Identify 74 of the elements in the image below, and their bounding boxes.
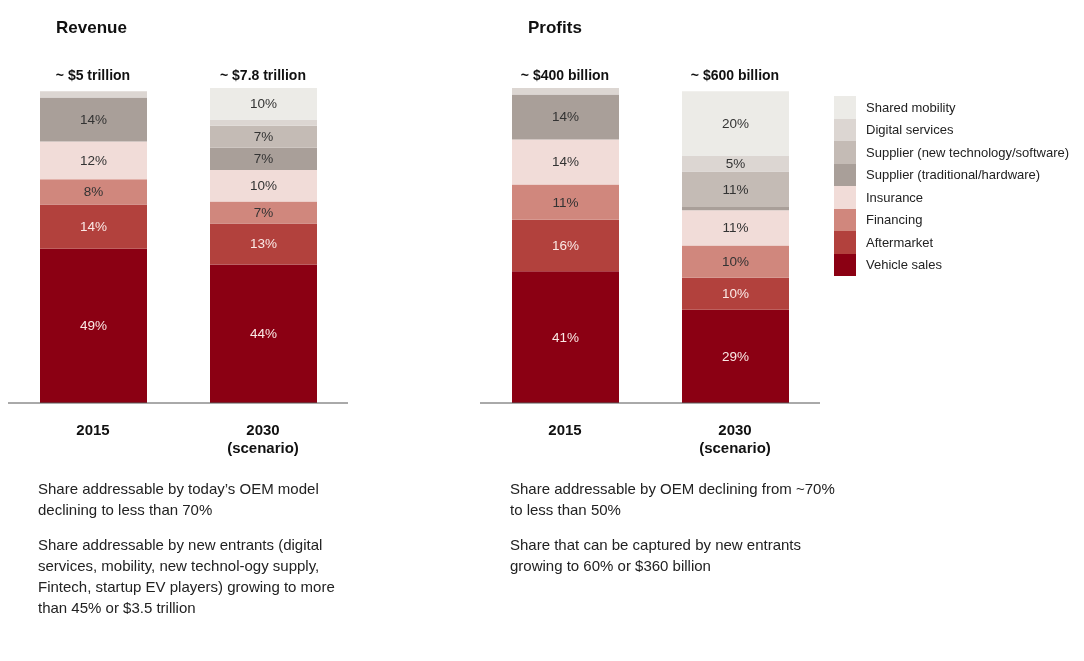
data-label: 7% bbox=[253, 129, 274, 145]
bar bbox=[40, 179, 147, 205]
x-tick-label: 2015 bbox=[76, 421, 110, 438]
legend-label: Digital services bbox=[866, 122, 954, 138]
data-label: 14% bbox=[79, 112, 108, 127]
text: ~ $400 billion bbox=[520, 67, 610, 83]
bar bbox=[40, 97, 147, 142]
bar bbox=[682, 171, 789, 207]
x-tick-label: 2015 bbox=[548, 421, 582, 438]
bar bbox=[210, 125, 317, 148]
bar bbox=[210, 264, 317, 403]
data-label: 41% bbox=[551, 329, 580, 345]
data-label: 7% bbox=[253, 151, 274, 167]
x-tick-label: 2030 (scenario) bbox=[227, 421, 299, 456]
chart-title: Revenue bbox=[55, 17, 128, 39]
data-label: 11% bbox=[552, 194, 579, 210]
data-label: 10% bbox=[249, 178, 278, 194]
bar bbox=[512, 88, 619, 95]
text: ~ $5 trillion bbox=[55, 67, 131, 83]
bar bbox=[40, 141, 147, 180]
data-label: 13% bbox=[249, 236, 278, 252]
legend-label: Insurance bbox=[866, 189, 924, 205]
x-tick-label: 2030 (scenario) bbox=[699, 421, 771, 456]
bar bbox=[682, 277, 789, 310]
text: Share addressable by OEM declining from ~70% to less than 50% bbox=[510, 479, 836, 520]
data-label: 11% bbox=[722, 181, 749, 197]
legend-label: Supplier (new technology/software) bbox=[866, 144, 1070, 160]
bar bbox=[40, 248, 147, 403]
bar bbox=[40, 91, 147, 98]
data-label: 5% bbox=[725, 156, 746, 172]
bar bbox=[682, 210, 789, 246]
legend-label: Shared mobility bbox=[866, 99, 956, 115]
data-label: 14% bbox=[79, 219, 108, 235]
data-label: 10% bbox=[249, 96, 278, 112]
bar bbox=[682, 309, 789, 403]
text: Share addressable by new entrants (digital services, mobility, new technol-ogy supply, Fintech, startup EV players) growing to more than 45% or $3.5 trillion bbox=[38, 535, 336, 618]
data-label: 49% bbox=[79, 318, 108, 334]
text: ~ $7.8 trillion bbox=[220, 67, 306, 83]
bar bbox=[210, 223, 317, 265]
text: Share that can be captured by new entrants growing to 60% or $360 billion bbox=[510, 535, 803, 576]
data-label: 12% bbox=[79, 152, 108, 168]
data-label: 29% bbox=[721, 348, 750, 364]
chart-title: Profits bbox=[527, 17, 583, 39]
bar bbox=[682, 245, 789, 278]
legend-label: Vehicle sales bbox=[866, 257, 942, 273]
bar bbox=[40, 204, 147, 249]
bar bbox=[512, 94, 619, 140]
data-label: 10% bbox=[721, 286, 750, 302]
bar bbox=[512, 271, 619, 403]
bar bbox=[682, 91, 789, 156]
data-label: 10% bbox=[721, 254, 750, 270]
legend-label: Aftermarket bbox=[866, 234, 934, 250]
data-label: 14% bbox=[551, 154, 580, 170]
data-label: 44% bbox=[249, 326, 278, 342]
data-label: 8% bbox=[83, 184, 104, 200]
text: Share addressable by today’s OEM model declining to less than 70% bbox=[38, 479, 320, 520]
data-label: 11% bbox=[722, 220, 749, 236]
bar bbox=[210, 88, 317, 120]
legend-label: Financing bbox=[866, 212, 923, 228]
bar bbox=[512, 139, 619, 185]
bar bbox=[210, 147, 317, 170]
bar bbox=[682, 206, 789, 211]
data-label: 20% bbox=[721, 115, 750, 131]
data-label: 7% bbox=[253, 204, 274, 220]
bar bbox=[512, 219, 619, 272]
legend-label: Supplier (traditional/hardware) bbox=[866, 167, 1041, 183]
data-label: 16% bbox=[551, 238, 580, 253]
text: ~ $600 billion bbox=[690, 67, 780, 83]
bar bbox=[210, 119, 317, 126]
data-label: 14% bbox=[551, 109, 580, 125]
bar bbox=[210, 169, 317, 202]
bar bbox=[210, 201, 317, 224]
bar bbox=[512, 184, 619, 220]
bar bbox=[682, 155, 789, 172]
